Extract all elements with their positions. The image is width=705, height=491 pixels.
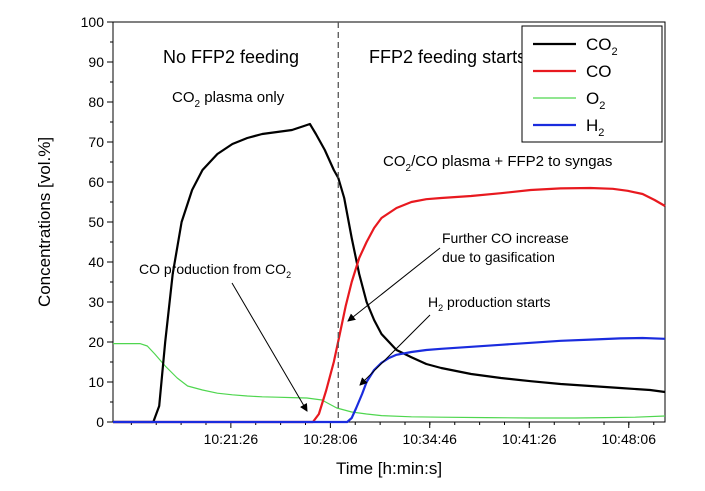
y-tick-label-80: 80 [88, 94, 104, 110]
series-line-h2 [113, 336, 666, 424]
syngas-rest: /CO plasma + FFP2 to syngas [411, 153, 612, 170]
legend-label-co: CO [586, 62, 612, 81]
y-tick-label-30: 30 [88, 294, 104, 310]
h2-production-rest: production starts [443, 294, 550, 310]
h2-production-sub: 2 [438, 303, 443, 313]
y-tick-label-60: 60 [88, 174, 104, 190]
annotation-feeding-starts: FFP2 feeding starts [369, 47, 526, 67]
x-tick-label-1: 10:28:06 [303, 431, 358, 447]
syngas-sub: 2 [406, 163, 412, 174]
annotation-syngas: CO2/CO plasma + FFP2 to syngas [383, 153, 612, 174]
legend-box [521, 25, 663, 143]
y-tick-label-40: 40 [88, 254, 104, 270]
h2-production-main: H [428, 294, 438, 310]
annotation-h2-production: H2 production starts [428, 294, 551, 313]
series-line-co [113, 186, 666, 424]
axis-ticks: 0 10 20 30 40 50 60 70 80 90 100 10:21:26 10:28:06 10… [81, 14, 657, 447]
annotation-further-co-2: due to gasification [442, 249, 555, 265]
legend-label-co2: CO2 [586, 35, 618, 58]
legend-label-o2: O2 [586, 89, 605, 112]
y-tick-label-50: 50 [88, 214, 104, 230]
legend-label-main: H [586, 116, 598, 135]
plasma-only-main: CO [172, 89, 195, 106]
y-tick-label-90: 90 [88, 54, 104, 70]
annotation-further-co-1: Further CO increase [442, 230, 569, 246]
y-tick-label-10: 10 [88, 374, 104, 390]
legend-label-sub: 2 [612, 46, 618, 58]
annotation-no-feeding: No FFP2 feeding [163, 47, 299, 67]
annotation-plasma-only: CO2 plasma only [172, 89, 285, 110]
x-tick-label-4: 10:48:06 [601, 431, 656, 447]
x-tick-label-3: 10:41:26 [502, 431, 557, 447]
series-line-co2 [113, 122, 666, 424]
x-tick-label-0: 10:21:26 [204, 431, 259, 447]
legend-label-main: O [586, 89, 599, 108]
co-production-main: CO production from CO [139, 261, 286, 277]
annotation-co-production: CO production from CO2 [139, 261, 291, 280]
arrow-co-production [231, 282, 308, 412]
x-tick-label-2: 10:34:46 [402, 431, 457, 447]
legend-label-sub: 2 [598, 127, 604, 139]
arrow-further-co [347, 247, 441, 322]
x-axis-title: Time [h:min:s] [336, 459, 442, 478]
legend-label-sub: 2 [599, 100, 605, 112]
y-tick-label-100: 100 [81, 14, 105, 30]
plasma-only-sub: 2 [195, 99, 201, 110]
y-tick-label-0: 0 [96, 414, 104, 430]
legend-label-main: CO [586, 62, 612, 81]
co-production-sub: 2 [286, 270, 291, 280]
y-axis-title: Concentrations [vol.%] [35, 137, 54, 307]
legend-label-h2: H2 [586, 116, 604, 139]
arrow-h2-production [359, 314, 431, 386]
legend-label-main: CO [586, 35, 612, 54]
y-tick-label-70: 70 [88, 134, 104, 150]
y-tick-label-20: 20 [88, 334, 104, 350]
syngas-main: CO [383, 153, 406, 170]
plasma-only-rest: plasma only [200, 89, 285, 106]
series-line-o2 [113, 343, 666, 419]
